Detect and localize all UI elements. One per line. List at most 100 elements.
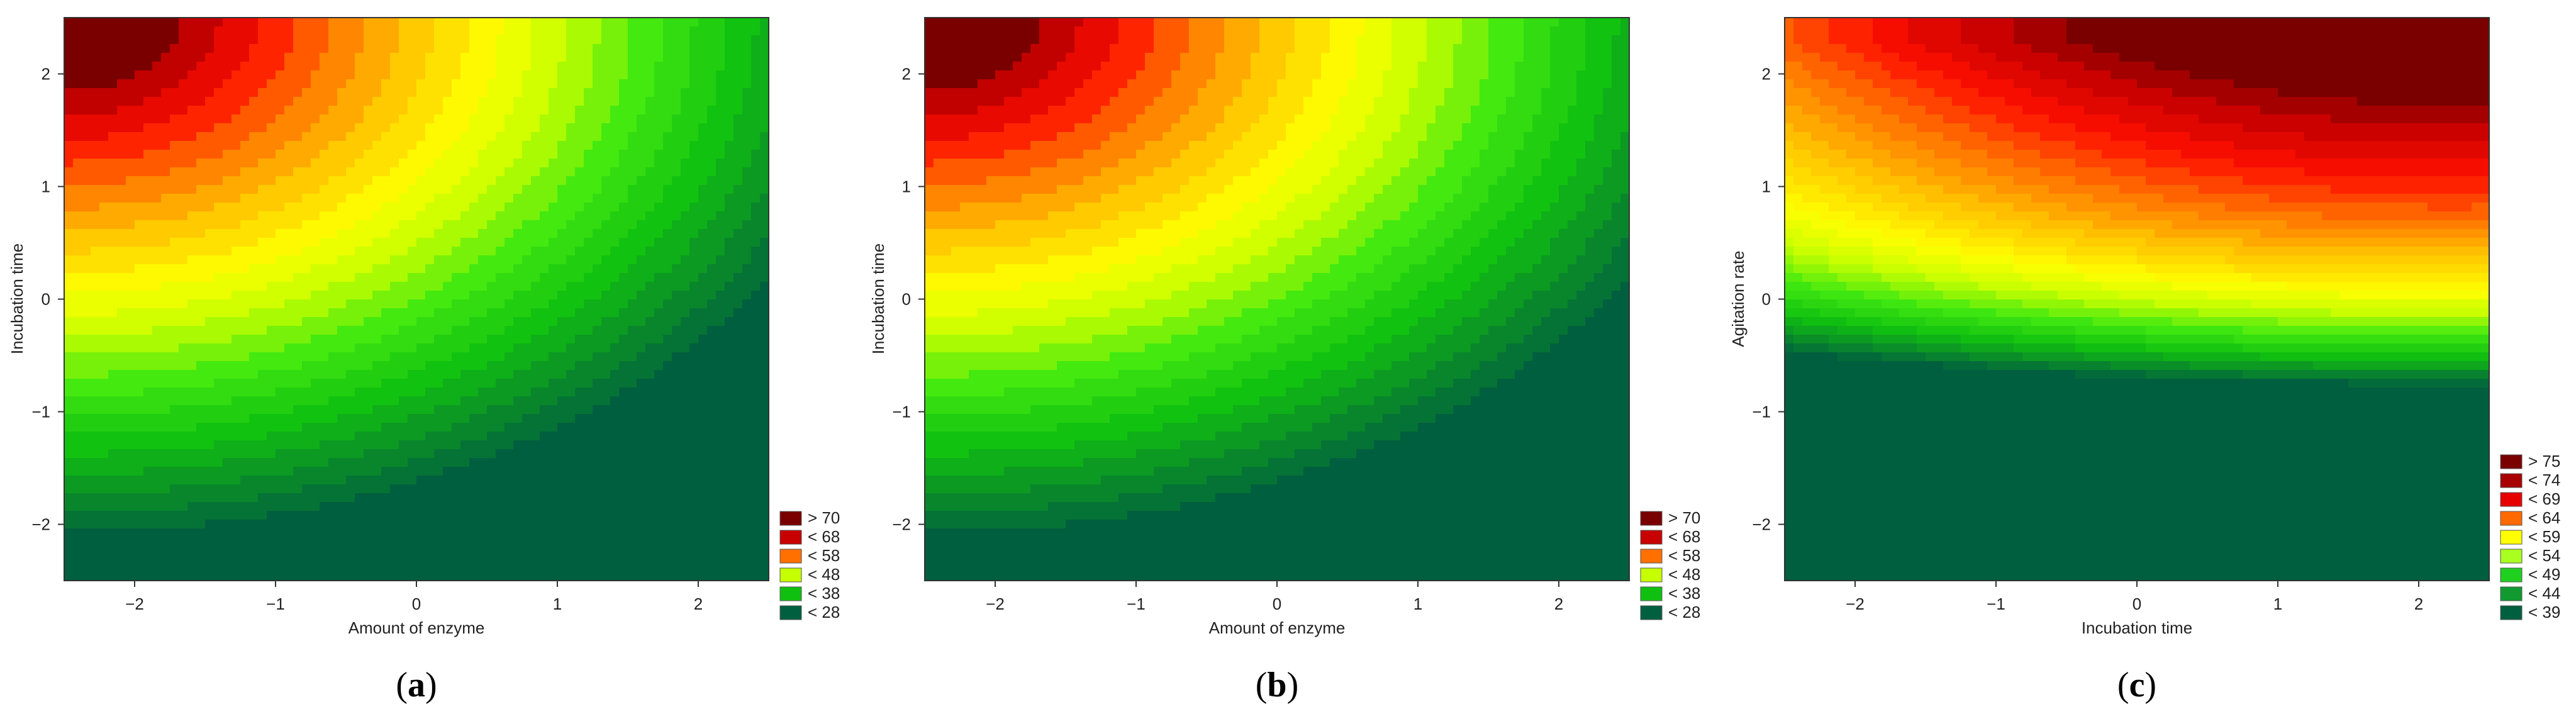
contour-cell [126, 194, 135, 203]
contour-cell [276, 132, 285, 142]
contour-cell [707, 62, 716, 71]
contour-cell [143, 141, 153, 150]
contour-cell [187, 308, 197, 318]
contour-cell [707, 273, 716, 282]
contour-cell [469, 35, 479, 45]
contour-cell [372, 211, 382, 221]
contour-cell [751, 62, 761, 71]
contour-cell [452, 484, 461, 494]
contour-cell [469, 18, 479, 27]
contour-cell [258, 88, 267, 98]
contour-cell [496, 247, 505, 256]
contour-cell [593, 396, 602, 406]
contour-cell [637, 423, 646, 432]
contour-cell [196, 255, 206, 265]
contour-cell [355, 255, 364, 265]
contour-cell [311, 88, 320, 98]
contour-cell [549, 159, 558, 168]
contour-cell [223, 70, 232, 80]
contour-cell [698, 132, 708, 142]
contour-cell [311, 282, 320, 291]
contour-cell [267, 467, 276, 476]
contour-cell [179, 70, 188, 80]
contour-cell [355, 484, 364, 494]
contour-cell [320, 282, 329, 291]
contour-cell [187, 511, 197, 520]
contour-cell [311, 484, 320, 494]
contour-cell [751, 511, 761, 520]
contour-cell [628, 106, 637, 115]
contour-cell [205, 114, 215, 124]
contour-cell [399, 317, 408, 326]
contour-cell [637, 396, 646, 406]
contour-cell [443, 88, 452, 98]
contour-cell [355, 159, 364, 168]
contour-cell [267, 220, 276, 230]
contour-cell [399, 299, 408, 309]
contour-cell [364, 132, 373, 142]
contour-cell [302, 379, 311, 388]
contour-cell [355, 343, 364, 353]
contour-cell [557, 255, 567, 265]
contour-cell [355, 141, 364, 150]
contour-cell [540, 449, 549, 459]
contour-cell [707, 335, 716, 344]
contour-cell [522, 35, 532, 45]
contour-cell [390, 167, 399, 177]
contour-cell [187, 159, 197, 168]
contour-cell [434, 203, 443, 212]
contour-cell [311, 388, 320, 397]
contour-cell [399, 291, 408, 300]
contour-cell [284, 361, 294, 371]
contour-cell [663, 370, 672, 379]
contour-cell [531, 70, 540, 80]
contour-cell [513, 70, 523, 80]
contour-cell [152, 396, 162, 406]
contour-cell [566, 299, 576, 309]
contour-cell [716, 18, 725, 27]
contour-cell [443, 203, 452, 212]
contour-cell [187, 396, 197, 406]
contour-cell [575, 282, 584, 291]
contour-cell [161, 97, 170, 106]
contour-cell [372, 396, 382, 406]
contour-cell [513, 229, 523, 238]
contour-cell [284, 114, 294, 124]
contour-cell [214, 97, 223, 106]
contour-cell [240, 238, 250, 247]
contour-cell [170, 26, 179, 36]
contour-cell [416, 317, 426, 326]
contour-cell [637, 343, 646, 353]
contour-cell [381, 493, 391, 503]
contour-cell [320, 546, 329, 555]
contour-cell [733, 282, 743, 291]
contour-cell [179, 35, 188, 45]
contour-cell [64, 291, 74, 300]
contour-cell [460, 220, 470, 230]
contour-cell [698, 352, 708, 362]
contour-cell [117, 167, 126, 177]
contour-cell [346, 203, 355, 212]
contour-cell [364, 150, 373, 159]
contour-cell [698, 203, 708, 212]
contour-cell [663, 458, 672, 467]
contour-cell [108, 176, 118, 186]
contour-cell [760, 458, 769, 467]
contour-cell [610, 308, 620, 318]
contour-cell [135, 343, 144, 353]
contour-cell [425, 493, 435, 503]
contour-cell [751, 238, 761, 247]
contour-cell [601, 18, 611, 27]
contour-cell [619, 511, 628, 520]
contour-cell [187, 467, 197, 476]
contour-cell [698, 511, 708, 520]
contour-cell [434, 423, 443, 432]
contour-cell [231, 335, 241, 344]
contour-cell [681, 35, 690, 45]
contour-cell [496, 53, 505, 62]
contour-cell [637, 546, 646, 555]
contour-cell [742, 88, 752, 98]
contour-cell [399, 62, 408, 71]
contour-cell [143, 185, 153, 194]
contour-cell [645, 396, 655, 406]
